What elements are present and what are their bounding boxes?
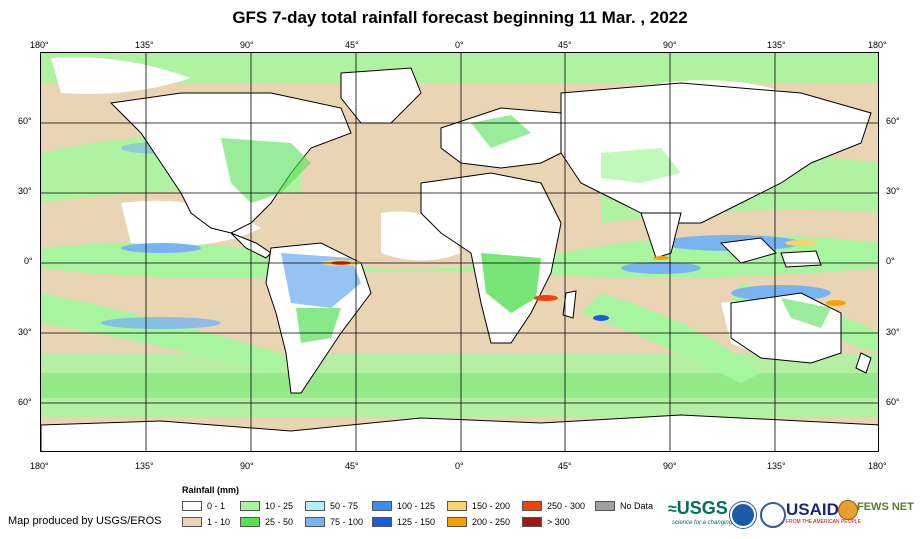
left-lat-label: 0° bbox=[24, 256, 33, 266]
legend-swatch bbox=[305, 517, 325, 527]
top-lon-label: 90° bbox=[663, 40, 677, 50]
right-lat-label: 30° bbox=[886, 186, 900, 196]
top-lon-label: 135° bbox=[135, 40, 154, 50]
usgs-tagline: science for a changing world bbox=[672, 520, 749, 526]
legend-label: > 300 bbox=[547, 517, 570, 527]
top-lon-label: 135° bbox=[767, 40, 786, 50]
legend-title: Rainfall (mm) bbox=[182, 485, 240, 495]
legend-label: 0 - 1 bbox=[207, 501, 226, 511]
legend-label: 200 - 250 bbox=[472, 517, 511, 527]
bottom-lon-label: 45° bbox=[345, 461, 359, 471]
bottom-lon-label: 180° bbox=[868, 461, 887, 471]
legend-swatch bbox=[182, 517, 202, 527]
top-lon-label: 180° bbox=[30, 40, 49, 50]
left-lat-label: 30° bbox=[18, 327, 32, 337]
legend-label: 1 - 10 bbox=[207, 517, 231, 527]
top-lon-label: 45° bbox=[558, 40, 572, 50]
legend-swatch bbox=[447, 517, 467, 527]
map-title: GFS 7-day total rainfall forecast beginn… bbox=[232, 8, 688, 27]
usaid-seal-icon bbox=[760, 502, 786, 528]
legend-label: 150 - 200 bbox=[472, 501, 511, 511]
right-lat-label: 60° bbox=[886, 116, 900, 126]
fews-net-icon bbox=[838, 500, 858, 520]
right-lat-label: 30° bbox=[886, 327, 900, 337]
left-lat-label: 60° bbox=[18, 116, 32, 126]
legend-swatch bbox=[595, 501, 615, 511]
rainfall-map bbox=[40, 52, 879, 452]
legend-swatch bbox=[372, 517, 392, 527]
legend-swatch bbox=[447, 501, 467, 511]
legend-swatch bbox=[305, 501, 325, 511]
usaid-logo: USAID bbox=[786, 500, 839, 519]
legend-label: 50 - 75 bbox=[330, 501, 359, 511]
credit-text: Map produced by USGS/EROS bbox=[8, 515, 162, 527]
left-lat-label: 30° bbox=[18, 186, 32, 196]
legend-label: 100 - 125 bbox=[397, 501, 436, 511]
bottom-lon-label: 90° bbox=[663, 461, 677, 471]
left-lat-label: 60° bbox=[18, 397, 32, 407]
noaa-logo-icon bbox=[730, 502, 756, 528]
bottom-lon-label: 135° bbox=[135, 461, 154, 471]
bottom-lon-label: 90° bbox=[240, 461, 254, 471]
legend-label: No Data bbox=[620, 501, 654, 511]
bottom-lon-label: 135° bbox=[767, 461, 786, 471]
fews-net-logo: FEWS NET bbox=[857, 501, 914, 513]
top-lon-label: 0° bbox=[455, 40, 464, 50]
legend-swatch bbox=[240, 517, 260, 527]
bottom-lon-label: 0° bbox=[455, 461, 464, 471]
usgs-logo-text: USGS bbox=[676, 498, 728, 518]
usaid-tagline: FROM THE AMERICAN PEOPLE bbox=[786, 519, 861, 525]
bottom-lon-label: 45° bbox=[558, 461, 572, 471]
bottom-lon-label: 180° bbox=[30, 461, 49, 471]
legend-swatch bbox=[372, 501, 392, 511]
legend-label: 75 - 100 bbox=[330, 517, 364, 527]
legend-swatch bbox=[182, 501, 202, 511]
legend-label: 250 - 300 bbox=[547, 501, 586, 511]
usgs-logo: ≈USGS bbox=[668, 498, 728, 518]
right-lat-label: 60° bbox=[886, 397, 900, 407]
right-lat-label: 0° bbox=[886, 256, 895, 266]
top-lon-label: 180° bbox=[868, 40, 887, 50]
legend-swatch bbox=[240, 501, 260, 511]
top-lon-label: 90° bbox=[240, 40, 254, 50]
rainfall-map-graphic bbox=[41, 53, 878, 451]
legend-swatch bbox=[522, 517, 542, 527]
legend-label: 25 - 50 bbox=[265, 517, 294, 527]
legend-label: 10 - 25 bbox=[265, 501, 294, 511]
top-lon-label: 45° bbox=[345, 40, 359, 50]
legend-swatch bbox=[522, 501, 542, 511]
legend-label: 125 - 150 bbox=[397, 517, 436, 527]
